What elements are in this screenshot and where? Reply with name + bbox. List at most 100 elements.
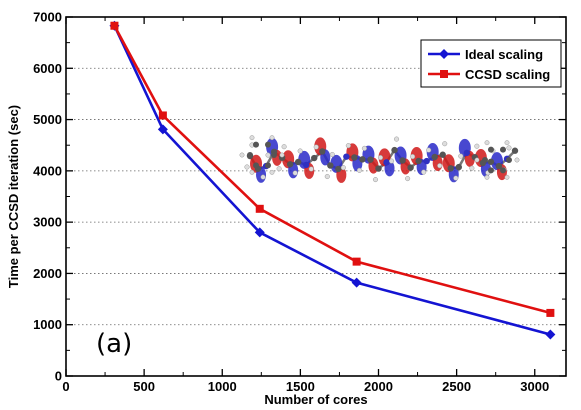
hydrogen <box>313 144 319 150</box>
y-tick-label: 1000 <box>33 317 62 332</box>
y-tick-label: 6000 <box>33 61 62 76</box>
data-point-diamond <box>545 329 556 340</box>
atom <box>319 148 326 155</box>
hydrogen <box>260 174 266 180</box>
y-tick-label: 0 <box>55 369 62 384</box>
atom <box>383 159 390 166</box>
atom <box>407 164 414 171</box>
atom <box>367 156 374 163</box>
ring-atom <box>500 146 506 153</box>
atom <box>327 162 334 169</box>
hydrogen <box>442 141 448 147</box>
ring-atom <box>488 146 494 153</box>
ring-atom <box>265 162 271 169</box>
y-tick-label: 4000 <box>33 163 62 178</box>
atom <box>311 154 318 162</box>
hydrogen <box>297 148 303 154</box>
y-axis-label: Time per CCSD iteration (sec) <box>6 105 21 288</box>
y-tick-label: 5000 <box>33 112 62 127</box>
atom <box>415 157 422 165</box>
hydrogen <box>281 144 287 150</box>
data-point-square <box>158 111 167 120</box>
hydrogen <box>410 154 416 160</box>
hydrogen <box>292 170 298 176</box>
hydrogen <box>249 169 255 175</box>
hydrogen <box>239 152 245 158</box>
atom <box>294 158 302 166</box>
x-tick-label: 2500 <box>442 379 471 394</box>
x-tick-label: 1000 <box>208 379 237 394</box>
x-tick-label: 500 <box>133 379 155 394</box>
hydrogen <box>249 135 255 141</box>
data-point-square <box>255 204 264 213</box>
atom <box>495 162 503 170</box>
hydrogen <box>514 157 520 163</box>
hydrogen <box>388 158 395 164</box>
ring-atom <box>253 162 259 169</box>
hydrogen <box>474 143 480 149</box>
hydrogen <box>437 163 443 169</box>
atom <box>463 149 471 157</box>
hydrogen <box>361 145 367 151</box>
x-tick-label: 2000 <box>364 379 393 394</box>
hydrogen <box>276 166 282 172</box>
data-point-square <box>110 21 119 30</box>
hydrogen <box>469 165 475 171</box>
series-lines <box>109 20 556 340</box>
hydrogen <box>474 157 480 163</box>
atom <box>351 154 358 161</box>
data-point-square <box>352 257 361 266</box>
axis-ticks: 0 500 1000 1500 2000 2500 3000 0 1000 2000 3000 400… <box>33 10 566 394</box>
atom <box>343 153 350 160</box>
x-axis-label: Number of cores <box>264 392 367 407</box>
hydrogen <box>504 140 510 146</box>
atom <box>423 157 430 165</box>
data-point-diamond <box>351 277 362 288</box>
ring-atom <box>500 167 506 174</box>
legend-label: CCSD scaling <box>465 67 550 82</box>
hydrogen <box>484 140 490 146</box>
hydrogen <box>324 173 330 180</box>
atom <box>303 161 310 169</box>
data-point-diamond <box>254 227 265 238</box>
hydrogen <box>244 164 250 170</box>
ring-atom <box>253 141 259 148</box>
hydrogen <box>484 174 490 180</box>
atom <box>511 147 519 154</box>
ring-atom <box>247 152 253 158</box>
legend-marker-diamond <box>439 49 449 59</box>
hydrogen <box>329 151 335 158</box>
y-tick-label: 7000 <box>33 10 62 25</box>
atom <box>335 165 342 173</box>
legend-box <box>420 39 562 88</box>
hydrogen <box>356 167 362 173</box>
hydrogen <box>265 152 271 158</box>
molecule-image <box>239 135 520 183</box>
ring-atom <box>506 157 512 163</box>
legend: Ideal scaling CCSD scaling <box>420 39 562 88</box>
hydrogen <box>279 152 285 158</box>
atom <box>399 157 406 164</box>
panel-label: (a) <box>96 329 132 359</box>
ring-atom <box>271 152 277 158</box>
y-tick-label: 2000 <box>33 266 62 281</box>
legend-marker-square <box>440 70 448 78</box>
hydrogen <box>269 135 275 141</box>
data-point-square <box>546 308 555 317</box>
hydrogen <box>405 176 411 182</box>
hydrogen <box>393 136 400 142</box>
hydrogen <box>340 165 346 171</box>
x-tick-label: 0 <box>62 379 69 394</box>
hydrogen <box>504 174 510 180</box>
ring-atom <box>482 157 488 163</box>
hydrogen <box>458 153 464 159</box>
atom <box>431 153 438 161</box>
hydrogen <box>453 175 459 181</box>
ring-atom <box>488 167 494 174</box>
hydrogen <box>421 169 427 175</box>
atom <box>286 161 294 168</box>
x-tick-label: 3000 <box>520 379 549 394</box>
hydrogen <box>506 145 512 151</box>
x-tick-label: 1500 <box>286 379 315 394</box>
